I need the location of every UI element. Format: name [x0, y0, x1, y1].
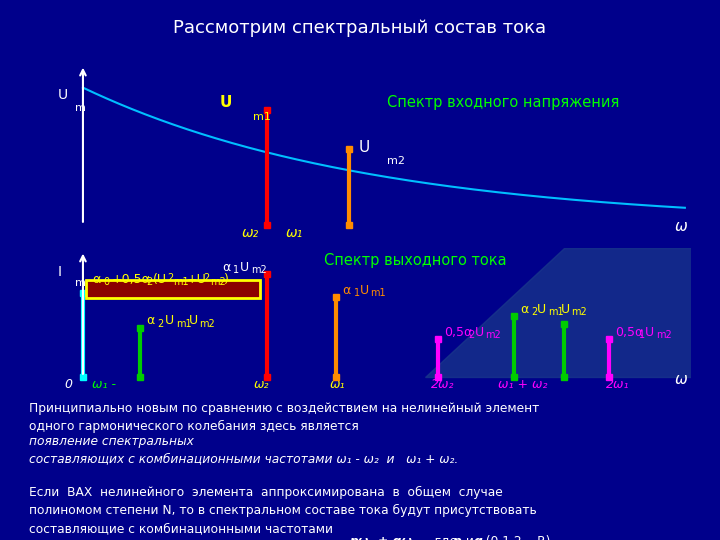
Text: U: U: [645, 326, 654, 339]
Text: U: U: [240, 261, 249, 274]
Text: pω₁ ± qω₂: pω₁ ± qω₂: [349, 535, 418, 540]
Text: Если  ВАХ  нелинейного  элемента  аппроксимирована  в  общем  случае
полиномом с: Если ВАХ нелинейного элемента аппроксими…: [29, 486, 536, 535]
Text: 0: 0: [64, 379, 72, 392]
Text: (U: (U: [153, 273, 166, 286]
Text: и: и: [462, 535, 477, 540]
Text: m1: m1: [174, 278, 189, 287]
Text: ω₁ + ω₂: ω₁ + ω₂: [498, 379, 547, 392]
Text: ω₁: ω₁: [330, 379, 346, 392]
Text: появление спектральных
составляющих с комбинационными частотами ω₁ - ω₂  и   ω₁ : появление спектральных составляющих с ко…: [29, 435, 458, 465]
Text: 2: 2: [468, 330, 474, 340]
Text: 2: 2: [167, 273, 174, 283]
Text: U: U: [58, 87, 68, 102]
Text: U: U: [359, 140, 370, 154]
Text: U: U: [561, 302, 570, 315]
Text: m2: m2: [656, 330, 672, 340]
Text: 1: 1: [639, 330, 645, 340]
Text: m: m: [76, 278, 86, 288]
Text: α: α: [343, 284, 351, 297]
Text: m2: m2: [210, 278, 225, 287]
Text: 2: 2: [158, 319, 164, 328]
Text: ω₂: ω₂: [241, 226, 258, 240]
Text: U: U: [189, 314, 198, 327]
Text: ): ): [224, 273, 228, 286]
Polygon shape: [425, 248, 704, 377]
Text: 0: 0: [104, 278, 110, 287]
Text: α: α: [222, 261, 230, 274]
Text: U: U: [474, 326, 484, 339]
Text: m1: m1: [371, 288, 386, 298]
Text: α: α: [92, 273, 101, 286]
Text: m1: m1: [548, 307, 564, 317]
Text: +U: +U: [186, 273, 206, 286]
Text: 1: 1: [233, 265, 239, 275]
Text: m2: m2: [572, 307, 588, 317]
Text: m1: m1: [176, 319, 192, 328]
Text: U: U: [537, 302, 546, 315]
Text: m: m: [76, 103, 86, 113]
Text: I: I: [58, 265, 62, 279]
Text: 2ω₂: 2ω₂: [431, 379, 455, 392]
Text: U: U: [166, 314, 174, 327]
Text: ω₁: ω₁: [286, 226, 303, 240]
Text: U: U: [360, 284, 369, 297]
Text: ω₁ -: ω₁ -: [92, 379, 117, 392]
Text: ω₂: ω₂: [254, 379, 269, 392]
Text: p: p: [452, 535, 461, 540]
Text: 2: 2: [531, 307, 538, 317]
Text: 2: 2: [146, 278, 153, 287]
Text: 0,5α: 0,5α: [615, 326, 644, 339]
Text: (0,1,2,.. R).: (0,1,2,.. R).: [482, 535, 554, 540]
FancyBboxPatch shape: [86, 280, 261, 298]
Text: Спектр входного напряжения: Спектр входного напряжения: [387, 96, 619, 110]
Text: q: q: [474, 535, 482, 540]
Text: m1: m1: [253, 112, 271, 122]
Text: U: U: [219, 96, 232, 111]
Text: ω: ω: [675, 372, 688, 387]
Text: m2: m2: [387, 156, 405, 166]
Text: ω: ω: [675, 219, 688, 234]
Text: +0,5α: +0,5α: [112, 273, 150, 286]
Text: m2: m2: [485, 330, 501, 340]
Text: 2ω₁: 2ω₁: [606, 379, 629, 392]
Text: Спектр выходного тока: Спектр выходного тока: [324, 253, 506, 267]
Text: , где: , где: [423, 535, 462, 540]
Text: m2: m2: [199, 319, 215, 328]
Text: Принципиально новым по сравнению с воздействием на нелинейный элемент
одного гар: Принципиально новым по сравнению с возде…: [29, 402, 539, 434]
Text: 2: 2: [203, 273, 210, 283]
Text: 0,5α: 0,5α: [444, 326, 472, 339]
Text: 1: 1: [354, 288, 360, 298]
Text: m2: m2: [251, 265, 266, 275]
Text: α: α: [520, 302, 528, 315]
Text: Рассмотрим спектральный состав тока: Рассмотрим спектральный состав тока: [174, 19, 546, 37]
Text: α: α: [146, 314, 155, 327]
